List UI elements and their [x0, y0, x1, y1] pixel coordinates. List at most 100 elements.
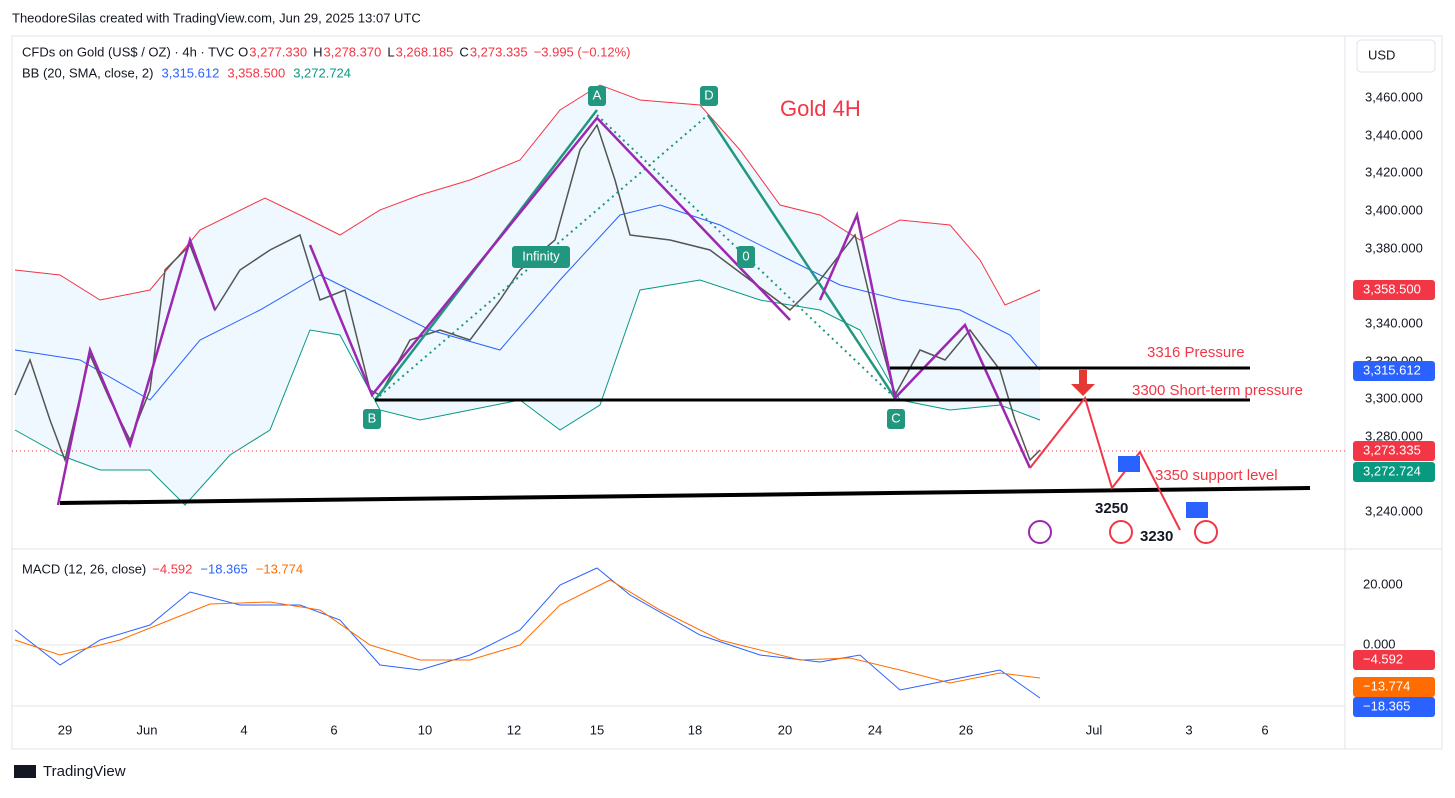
bb-lower	[14, 279, 1041, 506]
date-tick-label: 18	[688, 722, 702, 737]
macd-tag	[1353, 677, 1435, 697]
flag	[1118, 456, 1140, 472]
currency-button[interactable]	[1356, 39, 1436, 73]
event-icon[interactable]	[1109, 520, 1133, 544]
price-tag	[1353, 441, 1435, 461]
point-label: A	[593, 87, 602, 102]
ohlc-label: O	[238, 44, 248, 59]
point-label: C	[891, 410, 900, 425]
price-tag-label: 3,272.724	[1363, 463, 1421, 478]
chart-title: Gold 4H	[780, 96, 861, 121]
price-tick-label: 3,340.000	[1365, 315, 1423, 330]
annotation: 3300 Short-term pressure	[1132, 382, 1303, 399]
price-tag	[1353, 361, 1435, 381]
change: −3.995 (−0.12%)	[534, 44, 631, 59]
price-tag-label: 3,315.612	[1363, 362, 1421, 377]
point-badge	[700, 86, 718, 106]
date-tick-label: 10	[418, 722, 432, 737]
date-tick-label: 20	[778, 722, 792, 737]
down-arrow-head	[1071, 384, 1095, 396]
date-tick-label: 12	[507, 722, 521, 737]
down-arrow-body	[1079, 370, 1087, 384]
date-tick-label: Jul	[1086, 722, 1103, 737]
pattern-purple-3	[818, 210, 1032, 469]
price-tick-label: 3,400.000	[1365, 202, 1423, 217]
symbol: CFDs on Gold (US$ / OZ) · 4h · TVC	[22, 44, 234, 59]
flag	[1186, 502, 1208, 518]
point-badge	[887, 409, 905, 429]
point-badge	[363, 409, 381, 429]
pattern-dotted	[374, 114, 709, 401]
bb-fill	[15, 85, 1040, 505]
point-label: D	[704, 87, 713, 102]
currency[interactable]: USD	[1368, 47, 1395, 62]
macd-tick-label: 0.000	[1363, 636, 1396, 651]
footer-logo-mark	[14, 765, 36, 778]
bb-value: 3,358.500	[227, 65, 285, 80]
ohlc-label: C	[459, 44, 468, 59]
price-tick-label: 3,420.000	[1365, 164, 1423, 179]
footer-brand: TradingView	[43, 763, 126, 780]
bb-value: 3,315.612	[162, 65, 220, 80]
macd-signal	[14, 579, 1041, 684]
ohlc-value: 3,278.370	[324, 44, 382, 59]
macd-value: −13.774	[256, 561, 303, 576]
forecast-arrow	[1029, 395, 1181, 531]
macd-tag-label: −13.774	[1363, 678, 1410, 693]
price-tick-label: 3,380.000	[1365, 240, 1423, 255]
annotation: 3316 Pressure	[1147, 344, 1245, 361]
attribution: TheodoreSilas created with TradingView.c…	[12, 10, 421, 25]
bb-basis	[14, 204, 1041, 401]
pattern-purple	[56, 235, 217, 506]
point-badge	[588, 86, 606, 106]
date-tick-label: Jun	[137, 722, 158, 737]
ohlc-value: 3,277.330	[249, 44, 307, 59]
badge	[737, 246, 755, 268]
macd-tag	[1353, 650, 1435, 670]
date-tick-label: 6	[330, 722, 337, 737]
date-tick-label: 4	[240, 722, 247, 737]
macd-tag-label: −4.592	[1363, 651, 1403, 666]
event-icon[interactable]	[1028, 520, 1052, 544]
date-tick-label: 29	[58, 722, 72, 737]
macd-tick-label: 20.000	[1363, 576, 1403, 591]
event-icon[interactable]	[1194, 520, 1218, 544]
macd-tag-label: −18.365	[1363, 698, 1410, 713]
price-tag-label: 3,358.500	[1363, 281, 1421, 296]
date-tick-label: 3	[1185, 722, 1192, 737]
bb-value: 3,272.724	[293, 65, 351, 80]
price-tag-label: 3,273.335	[1363, 442, 1421, 457]
badge-label: 0	[742, 248, 749, 263]
pattern-teal-2	[706, 114, 897, 399]
annotation: 3230	[1140, 528, 1173, 545]
macd-line	[14, 567, 1041, 699]
date-tick-label: 15	[590, 722, 604, 737]
badge	[512, 246, 570, 268]
pattern-purple-2	[308, 116, 791, 398]
price-tag	[1353, 462, 1435, 482]
annotation: 3250	[1095, 500, 1128, 517]
date-tick-label: 6	[1261, 722, 1268, 737]
point-label: B	[368, 410, 377, 425]
price-tick-label: 3,240.000	[1365, 503, 1423, 518]
price-tick-label: 3,300.000	[1365, 390, 1423, 405]
price-tick-label: 3,440.000	[1365, 127, 1423, 142]
macd-tag	[1353, 697, 1435, 717]
ohlc-value: 3,273.335	[470, 44, 528, 59]
badge-label: Infinity	[522, 248, 560, 263]
support-line	[59, 486, 1311, 505]
bb-label: BB (20, SMA, close, 2)	[22, 65, 154, 80]
price-tick-label: 3,460.000	[1365, 89, 1423, 104]
macd-value: −4.592	[152, 561, 192, 576]
ohlc-value: 3,268.185	[396, 44, 454, 59]
date-tick-label: 26	[959, 722, 973, 737]
chart-frame	[11, 35, 1443, 750]
ohlc-label: L	[387, 44, 394, 59]
macd-value: −18.365	[200, 561, 247, 576]
bb-upper	[14, 84, 1041, 306]
ohlc-label: H	[313, 44, 322, 59]
annotation: 3350 support level	[1155, 467, 1278, 484]
price-tick-label: 3,280.000	[1365, 428, 1423, 443]
